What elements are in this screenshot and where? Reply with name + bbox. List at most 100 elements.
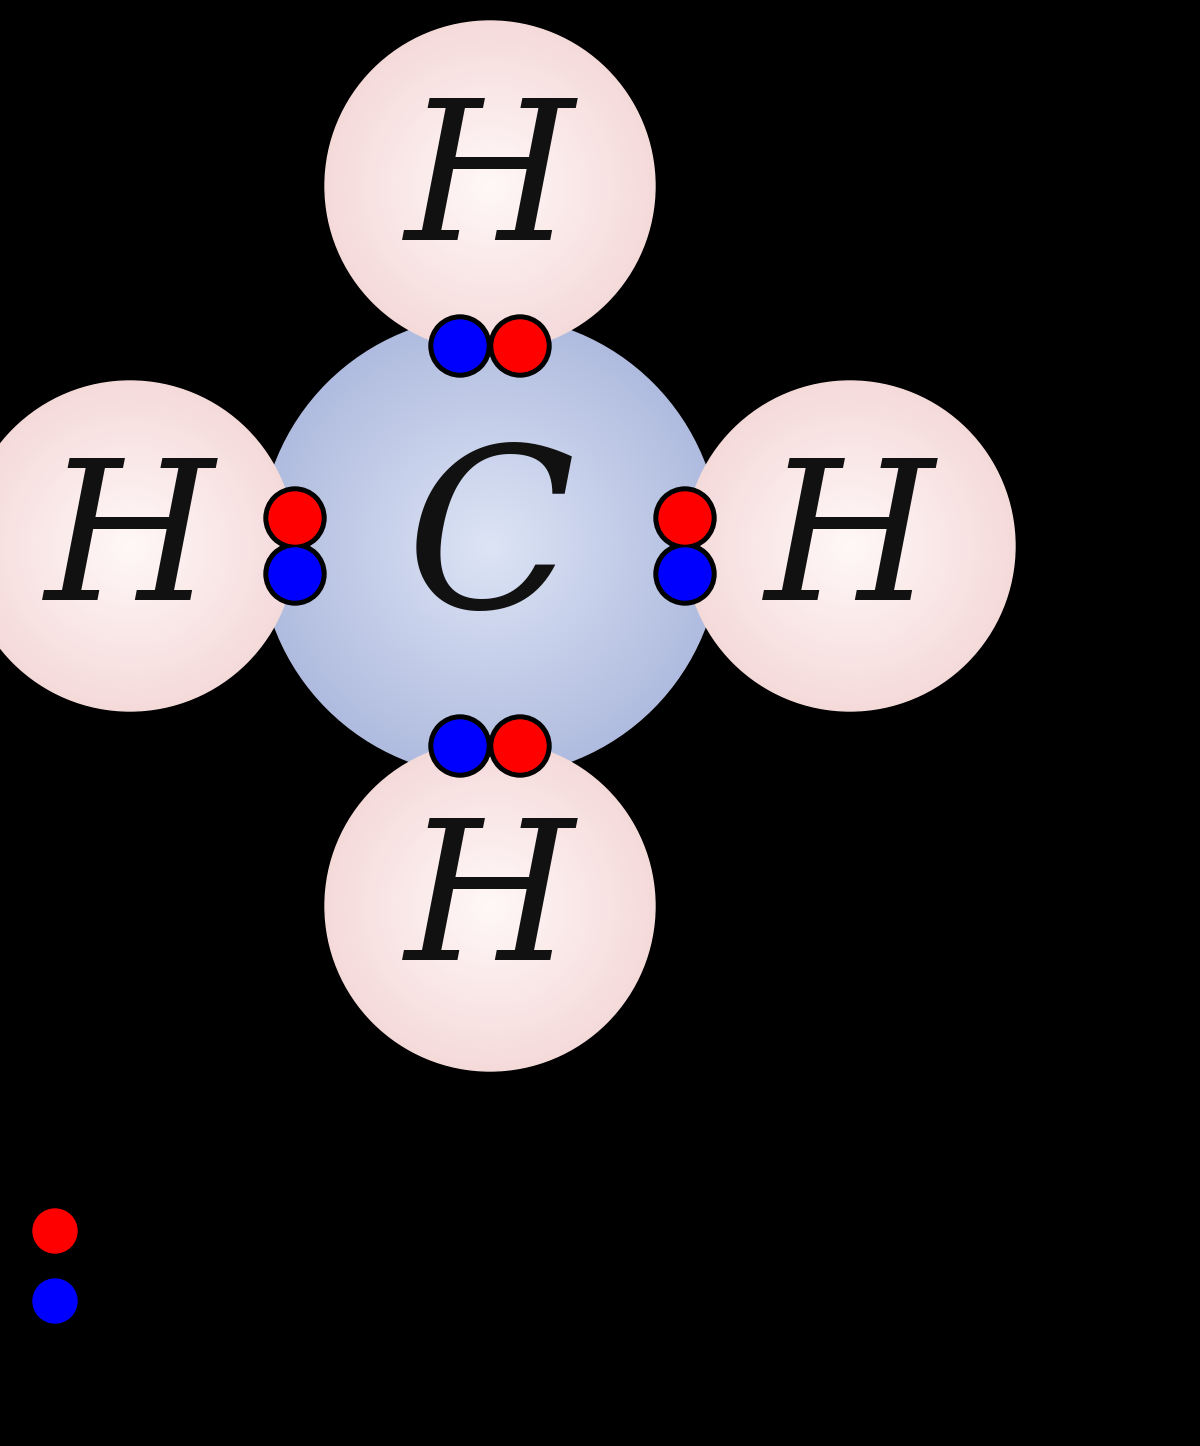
Circle shape	[337, 33, 643, 338]
Circle shape	[34, 1209, 77, 1254]
Circle shape	[726, 422, 973, 669]
Circle shape	[474, 889, 506, 923]
Circle shape	[428, 124, 552, 247]
Circle shape	[424, 120, 556, 252]
Circle shape	[0, 380, 295, 711]
Circle shape	[709, 406, 990, 687]
Circle shape	[706, 402, 995, 690]
Circle shape	[60, 476, 200, 616]
Circle shape	[380, 437, 599, 655]
Circle shape	[654, 544, 716, 604]
Circle shape	[317, 733, 662, 1079]
Circle shape	[318, 373, 662, 719]
Circle shape	[434, 720, 486, 772]
Circle shape	[467, 523, 514, 568]
Circle shape	[329, 25, 650, 347]
Circle shape	[341, 396, 640, 696]
Text: H: H	[766, 451, 935, 641]
Circle shape	[768, 464, 932, 629]
Circle shape	[478, 894, 503, 918]
Circle shape	[479, 535, 502, 558]
Circle shape	[386, 442, 594, 649]
Circle shape	[366, 782, 613, 1030]
Circle shape	[391, 87, 589, 285]
Circle shape	[347, 402, 634, 690]
Text: H: H	[46, 451, 215, 641]
Circle shape	[0, 398, 278, 694]
Circle shape	[77, 493, 184, 600]
Circle shape	[731, 427, 970, 665]
Circle shape	[323, 379, 656, 713]
Circle shape	[469, 885, 511, 927]
Circle shape	[358, 774, 622, 1038]
Circle shape	[0, 393, 283, 698]
Circle shape	[817, 513, 883, 578]
Circle shape	[92, 509, 167, 583]
Circle shape	[432, 849, 547, 963]
Circle shape	[469, 165, 511, 207]
Circle shape	[383, 798, 598, 1014]
Circle shape	[490, 714, 551, 777]
Circle shape	[481, 178, 498, 194]
Circle shape	[772, 467, 929, 625]
Circle shape	[0, 406, 270, 687]
Text: H: H	[406, 811, 575, 1001]
Circle shape	[317, 13, 662, 359]
Circle shape	[252, 308, 728, 784]
Circle shape	[449, 145, 532, 227]
Circle shape	[11, 427, 250, 665]
Circle shape	[440, 856, 540, 956]
Circle shape	[80, 496, 180, 596]
Circle shape	[430, 714, 491, 777]
Circle shape	[445, 860, 535, 951]
Circle shape	[734, 431, 966, 661]
Circle shape	[428, 844, 552, 967]
Circle shape	[437, 133, 544, 240]
Circle shape	[478, 174, 503, 198]
Circle shape	[106, 521, 155, 571]
Circle shape	[342, 38, 638, 334]
Circle shape	[452, 149, 527, 223]
Circle shape	[449, 865, 532, 947]
Circle shape	[805, 500, 895, 591]
Circle shape	[283, 338, 697, 753]
Circle shape	[829, 525, 871, 567]
Circle shape	[437, 852, 544, 960]
Circle shape	[694, 389, 1007, 703]
Circle shape	[432, 129, 547, 244]
Circle shape	[440, 136, 540, 236]
Circle shape	[398, 454, 582, 638]
Circle shape	[457, 873, 523, 938]
Circle shape	[494, 320, 546, 372]
Circle shape	[34, 1280, 77, 1323]
Circle shape	[358, 414, 623, 678]
Circle shape	[366, 62, 613, 309]
Circle shape	[409, 466, 570, 626]
Circle shape	[364, 419, 617, 672]
Circle shape	[118, 534, 143, 558]
Circle shape	[457, 153, 523, 218]
Circle shape	[702, 398, 998, 694]
Circle shape	[834, 529, 866, 562]
Circle shape	[383, 78, 598, 294]
Circle shape	[461, 158, 518, 215]
Text: C: C	[406, 438, 575, 654]
Circle shape	[481, 898, 498, 914]
Circle shape	[85, 500, 175, 591]
Circle shape	[420, 836, 560, 976]
Circle shape	[809, 505, 892, 587]
Circle shape	[40, 455, 221, 636]
Circle shape	[14, 431, 246, 661]
Circle shape	[334, 29, 647, 343]
Circle shape	[391, 807, 589, 1005]
Circle shape	[64, 480, 196, 612]
Circle shape	[329, 385, 650, 707]
Circle shape	[826, 521, 875, 571]
Circle shape	[444, 500, 536, 591]
Circle shape	[452, 869, 527, 943]
Circle shape	[755, 451, 944, 641]
Circle shape	[654, 487, 716, 549]
Circle shape	[718, 414, 982, 678]
Circle shape	[403, 460, 576, 632]
Circle shape	[403, 100, 577, 273]
